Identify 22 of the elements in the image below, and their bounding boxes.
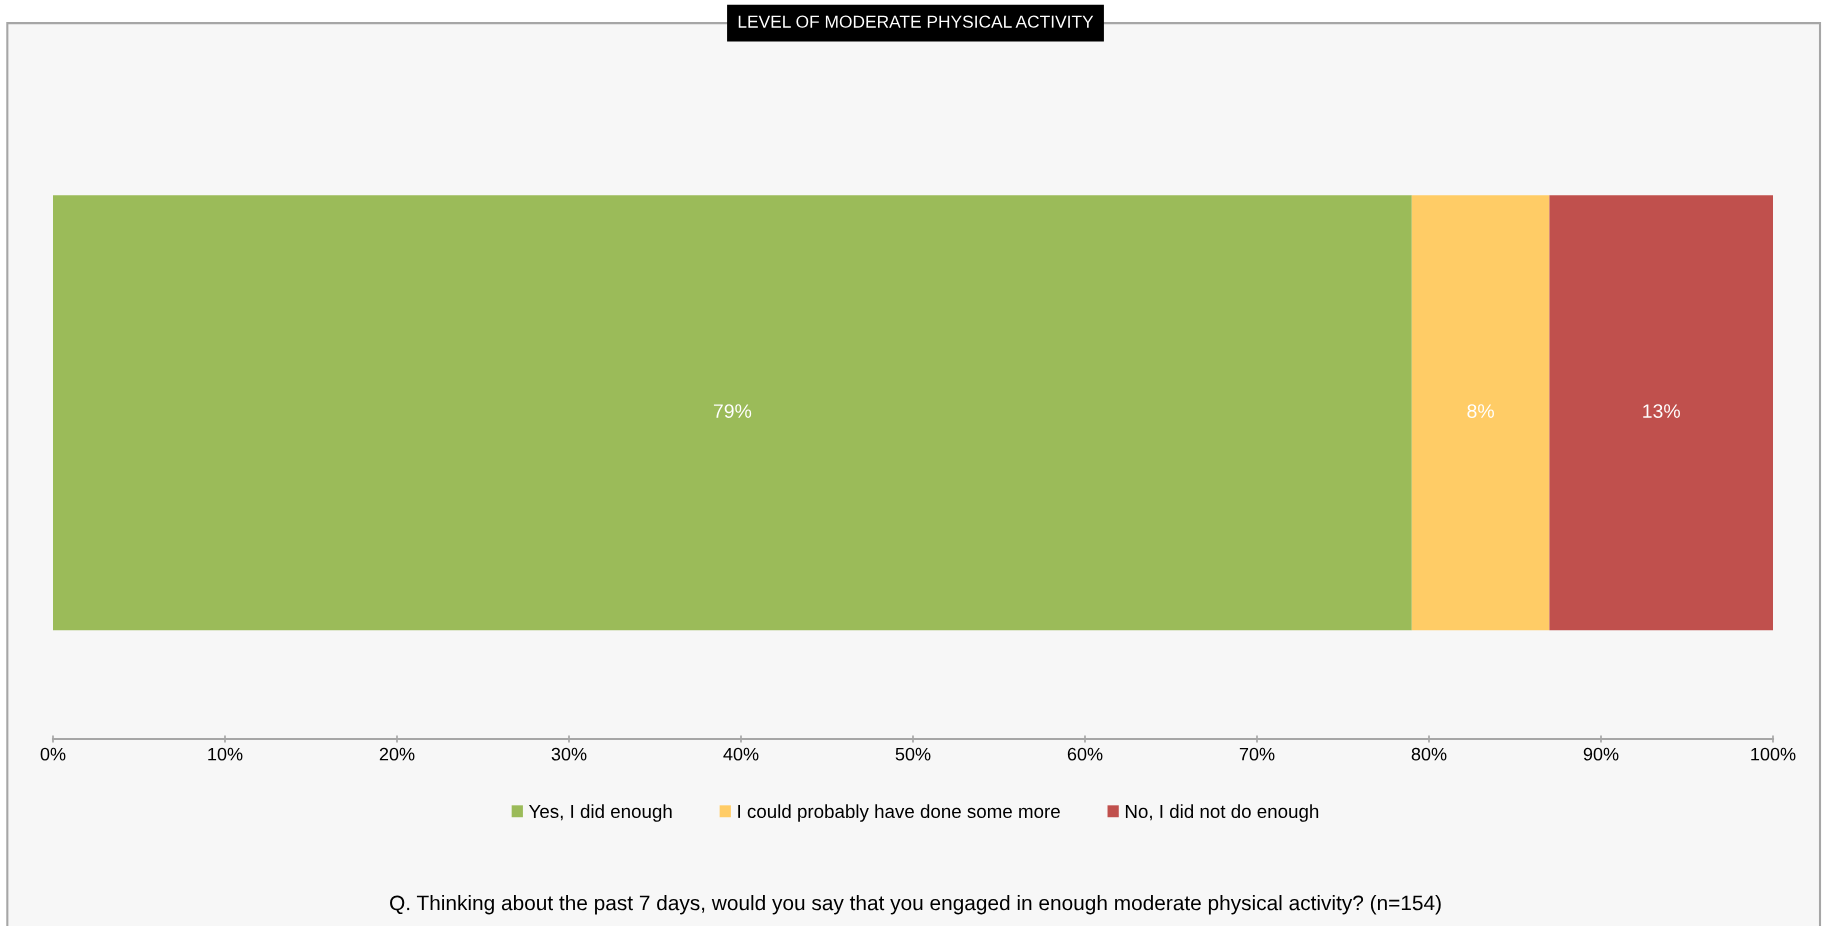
x-tick-label: 20% [379,747,415,761]
text: Q. Thinking about the past 7 days, would you say that you engaged in enough moderate physical activity? (n=154) [390,894,1441,915]
x-tick-label: 0% [40,747,66,761]
data-label: 8% [1467,404,1494,418]
bar [53,195,1412,631]
x-tick-label: 60% [1067,747,1103,761]
x-tick-label: 40% [723,747,759,761]
x-tick-label: 80% [1411,747,1447,761]
legend-label: Yes, I did enough [528,804,672,822]
x-tick-label: 100% [1751,747,1796,761]
x-tick-label: 10% [208,747,243,761]
x-tick-label: 30% [551,747,587,761]
data-label: 79% [713,404,752,418]
data-label: 13% [1643,404,1680,418]
x-tick-label: 90% [1583,747,1619,761]
bar [1411,195,1550,631]
bar [1549,195,1773,631]
x-tick-label: 70% [1239,747,1275,761]
legend-label: No, I did not do enough [1125,804,1319,822]
legend-label: I could probably have done some more [738,804,1060,822]
chart-title: LEVEL OF MODERATE PHYSICAL ACTIVITY [738,15,1094,28]
x-tick-label: 50% [895,747,931,761]
